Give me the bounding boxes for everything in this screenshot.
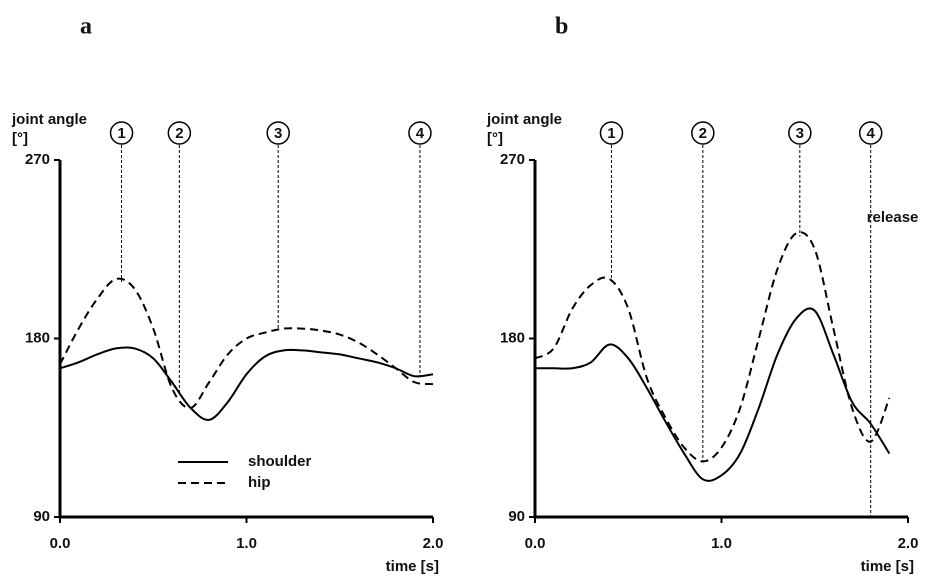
y-tick-label: 270 [500,151,525,168]
y-tick-label: 90 [508,508,525,525]
x-tick-label: 1.0 [711,535,732,552]
y-axis-label: joint angle [11,111,87,128]
x-axis-label: time [s] [386,558,439,575]
x-tick-label: 2.0 [423,535,444,552]
y-tick-label: 270 [25,151,50,168]
panel-letter: a [80,14,92,40]
event-label: 1 [117,125,125,142]
y-axis-unit: [°] [12,130,28,147]
event-circle [599,121,624,145]
legend-label: shoulder [248,453,312,470]
y-tick-label: 180 [25,329,50,346]
event-circle [109,121,134,145]
series-line [59,277,434,409]
event-label: 4 [416,125,425,142]
y-tick-label: 180 [500,329,525,346]
series-line [534,231,891,463]
event-label: 3 [796,125,804,142]
series-line [535,307,891,482]
x-tick-label: 0.0 [525,535,546,552]
event-label: 2 [699,125,707,142]
event-circle [691,121,715,145]
annotation: release [867,209,919,226]
event-circle [408,121,432,145]
event-label: 1 [607,125,615,142]
event-label: 4 [867,125,876,142]
event-circle [858,121,883,145]
legend-label: hip [248,474,271,491]
y-axis-label: joint angle [486,111,562,128]
event-circle [167,121,192,145]
event-circle [266,121,290,145]
y-axis-unit: [°] [487,130,503,147]
x-tick-label: 0.0 [50,535,71,552]
event-label: 2 [175,125,183,142]
y-tick-label: 90 [33,508,50,525]
x-tick-label: 2.0 [898,535,919,552]
panel-letter: b [555,14,568,40]
x-axis-label: time [s] [861,558,914,575]
series-line [59,346,434,421]
event-label: 3 [274,125,282,142]
x-tick-label: 1.0 [236,535,257,552]
event-circle [788,121,812,145]
